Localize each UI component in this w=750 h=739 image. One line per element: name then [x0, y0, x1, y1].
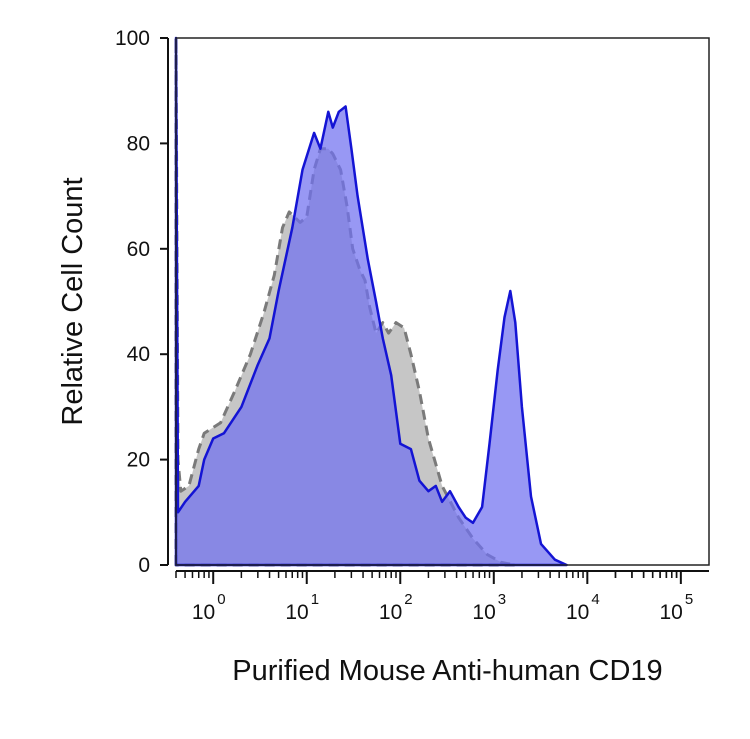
plot-area	[174, 36, 710, 567]
x-tick-label: 10	[472, 601, 495, 624]
x-tick-label: 10	[285, 601, 308, 624]
x-tick-label: 10	[566, 601, 589, 624]
x-tick-label: 10	[379, 601, 402, 624]
x-tick-label: 10	[659, 601, 682, 624]
x-axis-label: Purified Mouse Anti-human CD19	[232, 655, 662, 687]
stained-histogram	[174, 36, 568, 567]
x-tick-exponent: 0	[217, 591, 225, 608]
y-tick-label: 60	[127, 238, 150, 261]
y-tick-label: 20	[127, 449, 150, 472]
x-tick-exponent: 2	[404, 591, 412, 608]
x-tick-label: 10	[192, 601, 215, 624]
x-tick-exponent: 1	[311, 591, 319, 608]
y-axis: 0 20 40 60 80 100	[115, 27, 169, 577]
y-tick-label: 100	[115, 27, 150, 50]
y-tick-label: 0	[138, 554, 150, 577]
plot-frame	[175, 37, 710, 566]
y-tick-label: 40	[127, 343, 150, 366]
y-axis-label: Relative Cell Count	[57, 177, 89, 425]
x-tick-exponent: 5	[685, 591, 693, 608]
x-tick-exponent: 4	[591, 591, 599, 608]
x-tick-exponent: 3	[498, 591, 506, 608]
y-tick-label: 80	[127, 132, 150, 155]
